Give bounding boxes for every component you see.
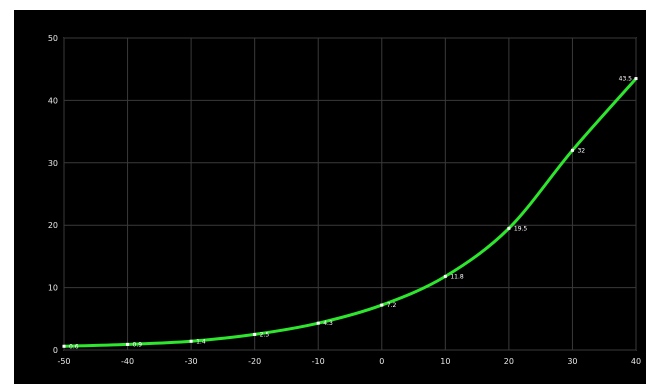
data-point-0	[62, 344, 66, 348]
x-tick-label-9: 40	[631, 357, 641, 366]
data-point-8	[570, 148, 574, 152]
data-point-5	[380, 303, 384, 307]
data-label-1: 0.9	[133, 341, 143, 348]
tick-layer: -50 -40 -30 -20 -10 0 10 20 30 40 0 10 20 30 40 50	[48, 34, 641, 366]
data-point-6	[443, 274, 447, 278]
x-tick-label-3: -20	[248, 357, 261, 366]
chart-figure: -50 -40 -30 -20 -10 0 10 20 30 40 0 10 20 30 40 50 0.6 0…	[14, 10, 646, 384]
series-line	[63, 77, 638, 348]
data-point-9	[634, 77, 638, 81]
data-label-9: 43.5	[619, 76, 633, 83]
data-point-3	[253, 332, 257, 336]
y-tick-label-0: 0	[53, 346, 58, 355]
data-label-0: 0.6	[69, 343, 79, 350]
y-tick-label-4: 40	[48, 96, 58, 105]
x-tick-label-2: -30	[185, 357, 198, 366]
data-point-2	[189, 339, 193, 343]
data-label-8: 32	[577, 147, 585, 154]
data-label-6: 11.8	[450, 273, 464, 280]
x-tick-label-5: 0	[379, 357, 384, 366]
x-tick-label-4: -10	[312, 357, 325, 366]
x-tick-label-8: 30	[567, 357, 577, 366]
data-label-3: 2.5	[260, 331, 270, 338]
x-tick-label-0: -50	[57, 357, 70, 366]
y-tick-label-2: 20	[48, 221, 58, 230]
data-point-7	[507, 226, 511, 230]
x-tick-label-1: -40	[121, 357, 134, 366]
data-label-5: 7.2	[387, 302, 397, 309]
y-tick-label-3: 30	[48, 159, 58, 168]
plot-area	[63, 37, 637, 351]
series-layer: 0.6 0.9 1.4 2.5 4.3 7.2 11.8 19.5 32 43.5	[62, 76, 638, 350]
data-label-2: 1.4	[196, 338, 206, 345]
data-label-4: 4.3	[323, 320, 333, 327]
y-tick-label-1: 10	[48, 284, 58, 293]
x-tick-label-6: 10	[440, 357, 450, 366]
grid-layer	[63, 37, 637, 351]
x-tick-label-7: 20	[504, 357, 514, 366]
data-label-7: 19.5	[514, 225, 528, 232]
y-tick-label-5: 50	[48, 34, 58, 43]
data-point-4	[316, 321, 320, 325]
data-point-1	[126, 342, 130, 346]
